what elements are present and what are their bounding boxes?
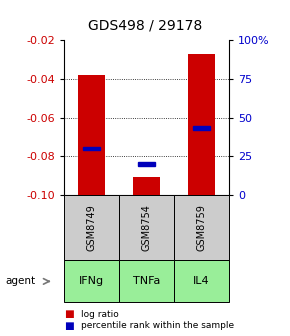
Bar [193, 126, 210, 130]
Text: percentile rank within the sample: percentile rank within the sample [81, 322, 234, 330]
Text: log ratio: log ratio [81, 310, 119, 319]
Text: IL4: IL4 [193, 277, 210, 286]
Bar [83, 146, 100, 151]
Text: GSM8749: GSM8749 [86, 204, 96, 251]
Text: IFNg: IFNg [79, 277, 104, 286]
Bar [188, 54, 215, 195]
Bar [77, 75, 105, 195]
Bar [133, 177, 160, 195]
Text: ■: ■ [64, 321, 74, 331]
Text: agent: agent [6, 277, 36, 286]
Text: GSM8754: GSM8754 [142, 204, 151, 251]
Bar [138, 162, 155, 166]
Text: TNFa: TNFa [133, 277, 160, 286]
Text: GSM8759: GSM8759 [197, 204, 206, 251]
Text: ■: ■ [64, 309, 74, 319]
Text: GDS498 / 29178: GDS498 / 29178 [88, 18, 202, 33]
